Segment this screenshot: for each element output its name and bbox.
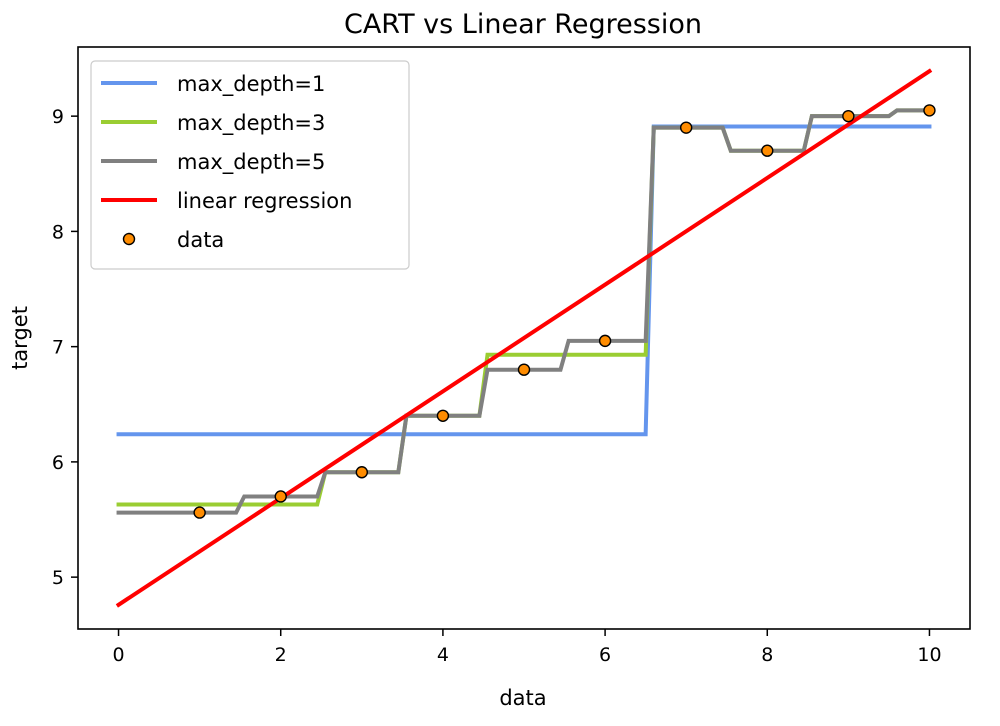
- y-tick-label: 8: [52, 221, 64, 243]
- legend-box: [90, 60, 410, 270]
- data-point: [436, 409, 450, 422]
- y-tick-label: 9: [52, 106, 64, 128]
- data-point: [842, 109, 855, 123]
- x-tick-label: 6: [599, 644, 611, 666]
- legend-marker: [122, 232, 136, 246]
- data-point: [193, 506, 206, 519]
- x-tick-label: 8: [761, 644, 773, 666]
- y-axis-label: target: [8, 306, 32, 370]
- data-point: [761, 144, 774, 157]
- x-tick-label: 0: [112, 644, 124, 666]
- legend: max_depth=1 max_depth=3 max_depth=5linear …: [90, 60, 410, 270]
- data-point: [923, 104, 936, 117]
- x-tick-label: 2: [275, 644, 287, 666]
- x-ticks: 0 2 4 6 8 10: [112, 629, 942, 666]
- legend-label: max_depth=5: [177, 150, 325, 175]
- y-tick-label: 6: [52, 452, 64, 474]
- data-point: [274, 490, 287, 503]
- y-tick-label: 7: [52, 337, 64, 359]
- chart-title: CART vs Linear Regression: [344, 9, 702, 40]
- legend-label: max_depth=3: [177, 111, 325, 136]
- data-point: [355, 466, 369, 479]
- y-ticks: 5 6 7 8 9: [52, 106, 78, 589]
- legend-label: data: [177, 228, 224, 252]
- x-tick-label: 10: [917, 644, 941, 666]
- series-line-linear-regression: [115, 68, 933, 608]
- data-point: [598, 334, 612, 348]
- legend-label: linear regression: [177, 189, 352, 213]
- data-point: [517, 363, 531, 376]
- x-axis-label: data: [499, 686, 546, 710]
- y-tick-label: 5: [52, 567, 64, 589]
- scatter-layer: [193, 104, 936, 519]
- series-line-max-depth-5: [116, 108, 932, 515]
- data-point: [679, 121, 693, 134]
- legend-label: max_depth=1: [177, 72, 325, 97]
- x-tick-label: 4: [437, 644, 449, 666]
